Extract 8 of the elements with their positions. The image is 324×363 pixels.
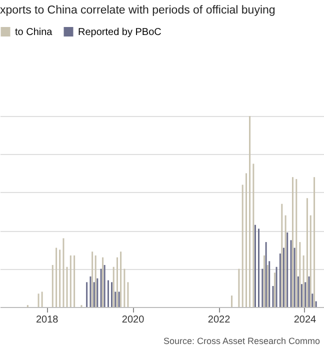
- x-tick-label: 2018: [36, 314, 59, 326]
- chart-title: xports to China correlate with periods of official buying: [0, 4, 276, 16]
- source-note: Source: Cross Asset Research Commo: [163, 336, 320, 346]
- x-tick-label: 2022: [208, 314, 231, 326]
- legend-label: to China: [15, 26, 53, 38]
- x-tick-label: 2024: [294, 314, 317, 326]
- legend-label: Reported by PBoC: [78, 26, 162, 38]
- x-tick-label: 2020: [122, 314, 145, 326]
